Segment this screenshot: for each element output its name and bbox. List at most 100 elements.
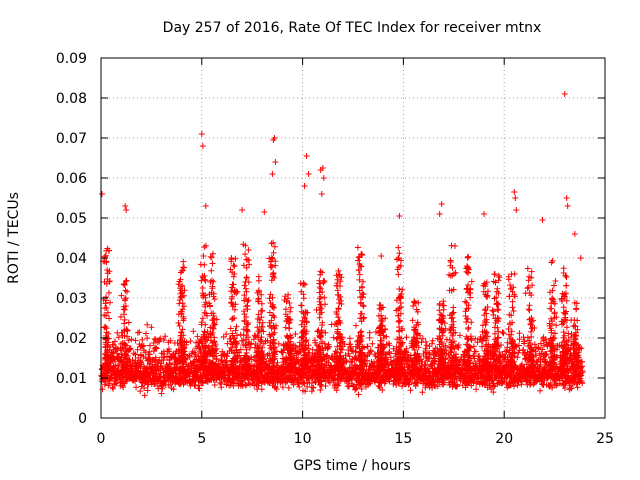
data-point: [574, 384, 581, 391]
data-point: [141, 385, 148, 391]
data-point: [369, 340, 376, 347]
data-point: [244, 256, 251, 263]
data-point: [330, 376, 337, 383]
data-point: [237, 346, 244, 353]
data-point: [178, 352, 185, 359]
data-point: [229, 330, 236, 337]
data-point: [181, 303, 187, 310]
data-point: [175, 320, 182, 326]
data-point: [175, 281, 182, 288]
data-point: [241, 311, 248, 318]
data-point: [140, 342, 147, 349]
data-point: [228, 284, 235, 291]
data-point: [228, 288, 235, 295]
data-point: [211, 382, 218, 388]
data-point: [124, 327, 131, 334]
data-point: [181, 355, 188, 362]
data-point: [243, 264, 250, 271]
data-point: [537, 340, 544, 347]
data-point: [455, 342, 462, 348]
data-point: [144, 387, 151, 394]
data-point: [176, 322, 183, 329]
data-point: [366, 329, 373, 336]
data-point: [227, 335, 234, 342]
data-point: [101, 253, 108, 260]
data-point: [103, 351, 110, 358]
data-point: [275, 340, 282, 347]
data-point: [170, 386, 177, 393]
data-point: [568, 385, 575, 392]
data-point: [179, 282, 186, 289]
data-point: [156, 357, 163, 364]
data-point: [223, 331, 230, 338]
data-point: [426, 343, 433, 350]
data-point: [107, 358, 114, 365]
data-point: [231, 263, 238, 270]
data-point: [245, 247, 252, 253]
data-point: [106, 315, 113, 322]
data-point: [229, 269, 236, 276]
data-point: [116, 358, 123, 365]
data-point: [327, 379, 333, 386]
data-point: [197, 261, 204, 268]
data-point: [256, 343, 263, 350]
data-point: [117, 313, 124, 320]
data-point: [180, 313, 187, 320]
data-point: [232, 327, 239, 334]
data-point: [552, 330, 558, 337]
data-point: [204, 312, 211, 319]
data-point: [350, 348, 357, 355]
data-point: [105, 309, 111, 316]
data-point: [515, 349, 522, 356]
data-point: [210, 322, 217, 329]
data-point: [118, 292, 125, 299]
data-point: [390, 345, 397, 352]
data-point: [124, 288, 130, 295]
data-point: [242, 342, 249, 349]
data-point: [151, 336, 158, 342]
data-point: [158, 390, 165, 397]
data-point: [230, 357, 237, 364]
data-point: [146, 348, 153, 355]
data-point: [310, 384, 317, 391]
data-point: [241, 318, 248, 325]
data-point: [530, 381, 537, 388]
data-point: [231, 306, 238, 313]
data-point: [471, 348, 478, 355]
data-point: [208, 277, 215, 284]
data-point: [199, 340, 206, 347]
data-point: [579, 380, 586, 387]
data-point: [114, 350, 120, 357]
data-point: [213, 356, 220, 363]
data-point: [229, 316, 235, 323]
data-point: [243, 326, 250, 333]
data-point: [191, 358, 198, 365]
data-point: [419, 389, 426, 396]
data-point: [141, 392, 148, 399]
data-point: [179, 365, 185, 372]
data-point: [106, 268, 113, 275]
data-point: [244, 341, 251, 348]
data-point: [123, 277, 130, 284]
data-point: [285, 384, 292, 391]
data-point: [539, 346, 546, 353]
data-point: [122, 296, 129, 303]
data-point: [232, 301, 239, 308]
data-point: [206, 349, 213, 356]
data-point: [251, 354, 258, 361]
data-point: [103, 304, 110, 311]
data-point: [199, 285, 206, 291]
data-point: [121, 320, 128, 327]
data-point: [403, 349, 410, 356]
data-point: [273, 386, 280, 392]
data-point: [228, 255, 235, 261]
data-point: [129, 357, 136, 363]
data-point: [186, 354, 193, 360]
data-point: [576, 344, 583, 351]
data-point: [229, 281, 236, 288]
data-point: [358, 385, 365, 392]
data-point: [500, 330, 507, 337]
data-point: [217, 379, 224, 386]
data-point: [120, 306, 127, 313]
